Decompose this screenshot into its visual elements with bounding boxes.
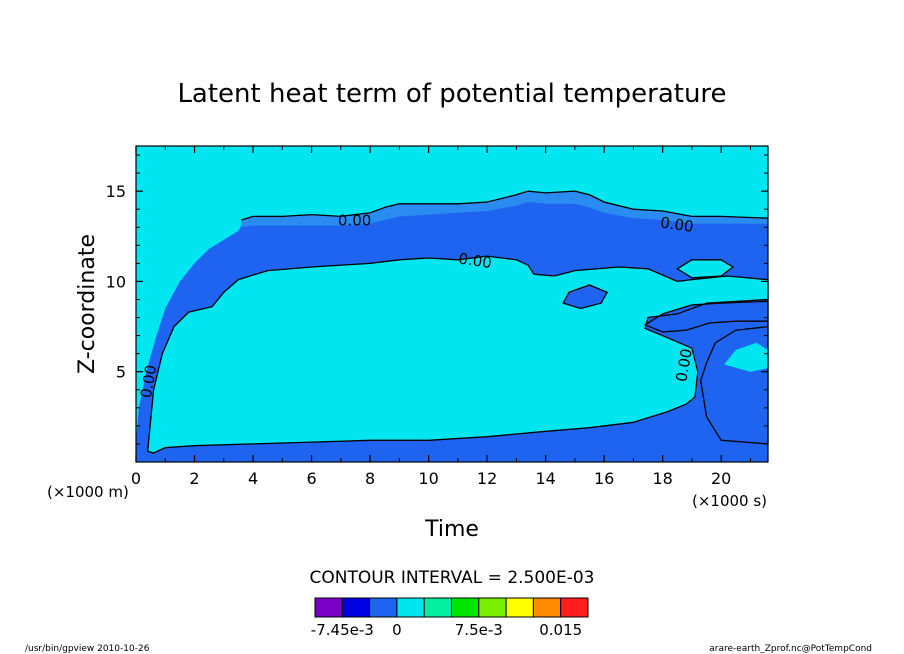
x-axis: 0 2 4 6 8 10 12 14 16 18 20 <box>131 146 751 488</box>
contour-lobe <box>643 300 769 445</box>
contour-label: 0.00 <box>137 363 161 399</box>
colorbar-swatch <box>532 597 562 618</box>
y-unit-label: (×1000 m) <box>47 483 129 501</box>
x-tick-label: 14 <box>535 469 555 488</box>
colorbar-swatch <box>451 597 480 618</box>
footer-left: /usr/bin/gpview 2010-10-26 <box>25 644 150 654</box>
colorbar-swatch <box>423 597 453 618</box>
x-tick-label: 2 <box>189 469 199 488</box>
plot-frame <box>135 145 769 463</box>
contour-label: 0.00 <box>338 212 371 230</box>
field-layer <box>136 191 769 462</box>
contour-label: 0.00 <box>672 347 696 383</box>
colorbar-swatch <box>505 597 534 618</box>
colorbar-swatch <box>396 597 425 618</box>
contour-layer <box>147 190 769 454</box>
contour-upper <box>241 190 769 221</box>
contour-label: 0.00 <box>659 213 695 235</box>
chart-title: Latent heat term of potential temperatur… <box>177 79 726 109</box>
x-axis-title: Time <box>424 517 479 542</box>
contour-label-layer: 0.00 0.00 0.00 0.00 0.00 <box>137 212 696 400</box>
x-tick-label: 6 <box>306 469 316 488</box>
colorbar-swatch <box>341 597 371 618</box>
x-tick-label: 8 <box>365 469 375 488</box>
near-zero-core <box>147 256 768 453</box>
colorbar-swatch <box>314 597 343 618</box>
x-tick-label: 18 <box>652 469 672 488</box>
colorbar-label: 0.015 <box>539 621 582 639</box>
contour-pocket-b <box>562 284 609 310</box>
colorbar-label: 0 <box>392 621 402 639</box>
x-tick-label: 16 <box>594 469 614 488</box>
plot-area: 0.00 0.00 0.00 0.00 0.00 <box>135 145 769 463</box>
colorbar-label: -7.45e-3 <box>311 621 374 639</box>
y-tick-label: 10 <box>106 272 126 291</box>
x-tick-label: 0 <box>131 469 141 488</box>
contour-core <box>147 255 769 454</box>
x-tick-label: 12 <box>477 469 497 488</box>
y-axis: 5 10 15 <box>106 154 768 445</box>
x-tick-label: 4 <box>248 469 258 488</box>
cyan-pocket <box>677 259 733 278</box>
colorbar-swatch <box>369 597 398 618</box>
y-axis-title: Z-coordinate <box>75 234 100 374</box>
x-tick-label: 20 <box>711 469 731 488</box>
colorbar-label: 7.5e-3 <box>455 621 503 639</box>
cyan-pocket-right <box>724 342 768 372</box>
colorbar: -7.45e-3 0 7.5e-3 0.015 <box>311 597 589 639</box>
colorbar-swatch <box>560 597 589 618</box>
strong-negative-cells <box>241 191 769 228</box>
contour-pocket <box>676 259 735 279</box>
x-tick-label: 10 <box>418 469 438 488</box>
contour-label: 0.00 <box>457 250 493 272</box>
y-tick-label: 15 <box>106 182 126 201</box>
x-unit-label: (×1000 s) <box>692 492 767 510</box>
y-tick-label: 5 <box>116 363 126 382</box>
contour-interval-label: CONTOUR INTERVAL = 2.500E-03 <box>310 568 595 588</box>
colorbar-swatch <box>478 597 507 618</box>
negative-lobe <box>645 301 768 444</box>
footer-right: arare-earth_Zprof.nc@PotTempCond <box>709 644 872 654</box>
